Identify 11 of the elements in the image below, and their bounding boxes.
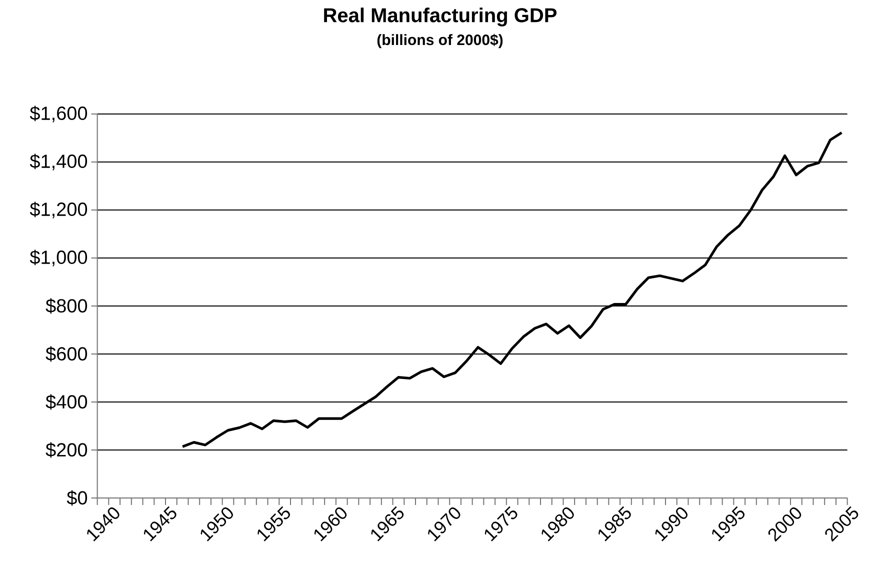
chart-title: Real Manufacturing GDP	[324, 8, 557, 26]
y-tick-label: $1,200	[30, 202, 88, 218]
y-tick-label: $800	[46, 298, 88, 314]
y-tick-label: $400	[46, 394, 88, 410]
y-tick-label: $0	[66, 490, 88, 506]
y-tick-label: $1,000	[30, 250, 88, 266]
y-tick-label: $1,400	[30, 154, 88, 170]
chart-subtitle: (billions of 2000$)	[377, 34, 503, 48]
y-tick-label: $1,600	[30, 106, 88, 122]
y-tick-label: $200	[46, 442, 88, 458]
y-tick-label: $600	[46, 346, 88, 362]
